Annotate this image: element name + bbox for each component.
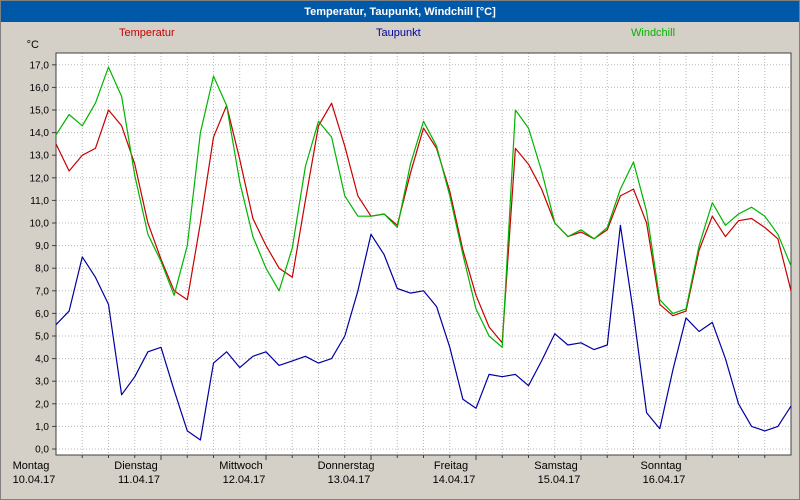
y-tick-label: 2,0	[35, 399, 49, 410]
y-tick-label: 0,0	[35, 445, 49, 456]
plot-border	[55, 52, 792, 456]
y-tick-label: 1,0	[35, 422, 49, 433]
x-day-label: Montag	[13, 460, 50, 472]
y-tick-label: 16,0	[30, 83, 50, 94]
x-date-label: 11.04.17	[118, 474, 160, 486]
legend-windchill: Windchill	[631, 27, 676, 39]
x-day-label: Freitag	[434, 460, 468, 472]
series-line-windchill	[55, 66, 792, 348]
chart-title: Temperatur, Taupunkt, Windchill [°C]	[304, 5, 496, 18]
y-tick-label: 9,0	[35, 241, 49, 252]
y-tick-label: 8,0	[35, 264, 49, 275]
x-date-label: 16.04.17	[643, 474, 686, 486]
y-tick-label: 5,0	[35, 332, 49, 343]
legend-temperatur: Temperatur	[119, 27, 175, 39]
x-date-label: 14.04.17	[433, 474, 476, 486]
y-tick-label: 15,0	[30, 106, 50, 117]
x-date-label: 13.04.17	[328, 474, 371, 486]
y-tick-label: 7,0	[35, 286, 49, 297]
x-date-label: 10.04.17	[13, 474, 56, 486]
legend-row: Temperatur Taupunkt Windchill	[1, 27, 799, 43]
x-date-label: 12.04.17	[223, 474, 266, 486]
x-day-label: Mittwoch	[219, 460, 262, 472]
y-tick-label: 4,0	[35, 354, 49, 365]
y-tick-label: 11,0	[30, 196, 49, 207]
x-day-label: Dienstag	[114, 460, 157, 472]
series-line-taupunkt	[55, 224, 792, 441]
x-date-label: 15.04.17	[538, 474, 581, 486]
y-tick-label: 14,0	[30, 128, 50, 139]
y-tick-label: 13,0	[30, 151, 50, 162]
series-line-temperatur	[55, 102, 792, 344]
x-day-label: Samstag	[534, 460, 577, 472]
y-axis-unit-label: °C	[27, 39, 39, 51]
y-tick-label: 17,0	[30, 60, 50, 71]
y-tick-label: 3,0	[35, 377, 49, 388]
legend-taupunkt: Taupunkt	[376, 27, 421, 39]
x-day-label: Sonntag	[641, 460, 682, 472]
y-tick-label: 6,0	[35, 309, 49, 320]
title-bar: Temperatur, Taupunkt, Windchill [°C]	[1, 1, 799, 22]
y-tick-label: 12,0	[30, 173, 50, 184]
x-day-label: Donnerstag	[318, 460, 375, 472]
y-tick-label: 10,0	[30, 219, 50, 230]
